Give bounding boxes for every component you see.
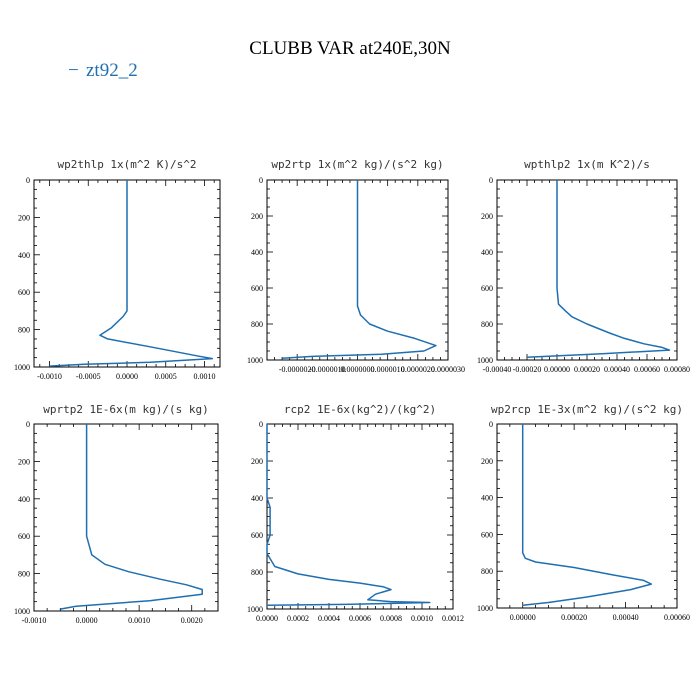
y-tick-label: 200 — [251, 457, 263, 466]
x-tick-label: 0.0000010 — [371, 365, 405, 374]
y-tick-label: 0 — [259, 420, 263, 429]
x-tick-label: 0.0010 — [411, 614, 433, 623]
figure-title: CLUBB VAR at240E,30N — [249, 38, 451, 59]
y-tick-label: 800 — [481, 567, 493, 576]
x-tick-label: 0.0008 — [380, 614, 402, 623]
y-tick-label: 400 — [251, 494, 263, 503]
series-line-zt92_2 — [521, 424, 653, 606]
figure-legend: − zt92_2 — [68, 60, 138, 81]
x-tick-label: 0.00060 — [664, 613, 690, 622]
y-tick-label: 0 — [489, 420, 493, 429]
x-tick-label: 0.0000 — [76, 616, 98, 625]
x-tick-label: -0.0000020 — [279, 365, 316, 374]
y-tick-label: 800 — [251, 568, 263, 577]
series-line-zt92_2 — [526, 180, 671, 359]
x-tick-label: 0.0020 — [181, 616, 203, 625]
y-tick-label: 1000 — [247, 356, 263, 365]
series-line-zt92_2 — [266, 424, 431, 607]
y-tick-label: 800 — [18, 326, 30, 335]
x-tick-label: 0.0002 — [287, 614, 309, 623]
y-tick-label: 800 — [481, 320, 493, 329]
plot-area-frame — [496, 423, 678, 609]
x-tick-label: 0.00040 — [613, 613, 639, 622]
y-tick-label: 200 — [481, 457, 493, 466]
y-tick-label: 1000 — [14, 363, 30, 372]
x-tick-label: 0.0000000 — [341, 365, 375, 374]
x-tick-label: -0.0010 — [22, 616, 47, 625]
x-tick-label: 0.0000 — [116, 372, 138, 381]
y-tick-label: 0 — [26, 176, 30, 185]
subplot-title: wp2rtp 1x(m^2 kg)/(s^2 kg) — [271, 158, 443, 171]
subplot-title: rcp2 1E-6x(kg^2)/(kg^2) — [284, 403, 436, 416]
y-tick-label: 400 — [251, 248, 263, 257]
y-tick-label: 0 — [489, 176, 493, 185]
subplot-5: rcp2 1E-6x(kg^2)/(kg^2) 0 200 400 600 800 1000… — [247, 403, 464, 623]
x-tick-label: 0.00060 — [634, 365, 660, 374]
x-tick-label: 0.0005 — [155, 372, 177, 381]
y-tick-label: 1000 — [14, 607, 30, 616]
subplot-title: wp2rcp 1E-3x(m^2 kg)/(s^2 kg) — [491, 403, 683, 416]
x-tick-label: -0.0000010 — [309, 365, 346, 374]
y-tick-label: 400 — [481, 494, 493, 503]
series-line-zt92_2 — [282, 180, 437, 359]
x-tick-label: 0.0000020 — [401, 365, 435, 374]
y-tick-label: 800 — [251, 320, 263, 329]
subplot-1: wp2thlp 1x(m^2 K)/s^2 0 200 400 600 800 1000 -0… — [14, 158, 221, 381]
subplot-3: wpthlp2 1x(m K^2)/s02004006008001000-0.0… — [477, 158, 690, 374]
legend-line-symbol: − — [68, 60, 79, 81]
x-tick-label: 0.0006 — [349, 614, 371, 623]
x-tick-label: -0.0005 — [76, 372, 101, 381]
y-tick-label: 1000 — [477, 356, 493, 365]
y-tick-label: 600 — [251, 284, 263, 293]
plot-area-frame — [33, 423, 219, 612]
x-tick-label: 0.00000 — [510, 613, 536, 622]
x-tick-label: -0.00020 — [513, 365, 542, 374]
x-tick-label: 0.0010 — [194, 372, 216, 381]
y-tick-label: 200 — [18, 213, 30, 222]
x-tick-label: 0.0000 — [256, 614, 278, 623]
x-tick-label: 0.00040 — [604, 365, 630, 374]
y-tick-label: 400 — [18, 495, 30, 504]
y-tick-label: 600 — [251, 531, 263, 540]
series-line-zt92_2 — [49, 180, 214, 367]
subplot-grid: wp2thlp 1x(m^2 K)/s^202004006008001000-0… — [14, 158, 690, 625]
y-tick-label: 400 — [481, 248, 493, 257]
x-tick-label: -0.0010 — [37, 372, 62, 381]
subplot-title: wprtp2 1E-6x(m kg)/(s kg) — [43, 403, 209, 416]
y-tick-label: 600 — [18, 532, 30, 541]
y-tick-label: 800 — [18, 570, 30, 579]
y-tick-label: 600 — [18, 288, 30, 297]
subplot-title: wpthlp2 1x(m K^2)/s — [524, 158, 650, 171]
y-tick-label: 1000 — [247, 605, 263, 614]
series-line-zt92_2 — [60, 424, 203, 610]
subplot-6: wp2rcp 1E-3x(m^2 kg)/(s^2 kg) 0 200 400 600 8… — [477, 403, 690, 622]
x-tick-label: 0.0012 — [442, 614, 464, 623]
x-tick-label: -0.00040 — [483, 365, 512, 374]
subplot-4: wprtp2 1E-6x(m kg)/(s kg) 0 200 400 600 800 10… — [14, 403, 219, 625]
legend-label: zt92_2 — [86, 60, 138, 81]
y-tick-label: 0 — [259, 176, 263, 185]
x-tick-label: 0.0004 — [318, 614, 340, 623]
x-tick-label: 0.00020 — [561, 613, 587, 622]
plot-area-frame — [496, 179, 678, 361]
x-tick-label: 0.0000030 — [431, 365, 465, 374]
subplot-2: wp2rtp 1x(m^2 kg)/(s^2 kg) 0 200 400 600 800 1… — [247, 158, 465, 374]
y-tick-label: 600 — [481, 530, 493, 539]
y-tick-label: 200 — [481, 212, 493, 221]
y-tick-label: 1000 — [477, 604, 493, 613]
x-tick-label: 0.00000 — [544, 365, 570, 374]
y-tick-label: 200 — [251, 212, 263, 221]
x-tick-label: 0.00020 — [574, 365, 600, 374]
y-tick-label: 400 — [18, 251, 30, 260]
y-tick-label: 200 — [18, 457, 30, 466]
plot-area-frame — [266, 423, 454, 610]
x-tick-label: 0.00080 — [664, 365, 690, 374]
subplot-title: wp2thlp 1x(m^2 K)/s^2 — [57, 158, 196, 171]
y-tick-label: 0 — [26, 420, 30, 429]
y-tick-label: 600 — [481, 284, 493, 293]
x-tick-label: 0.0010 — [128, 616, 150, 625]
